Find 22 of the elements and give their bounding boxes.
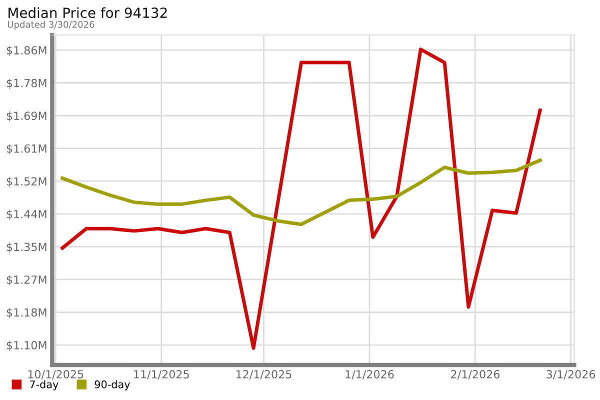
line-series: [60, 48, 542, 350]
y-tick-label: $1.18M: [6, 308, 46, 318]
chart-title: Median Price for 94132: [8, 7, 167, 18]
y-tick-label: $1.86M: [6, 46, 46, 56]
y-tick-label: $1.78M: [6, 78, 46, 89]
y-tick-label: $1.27M: [6, 275, 46, 286]
x-tick-label: 1/1/2026: [346, 370, 394, 380]
chart-subtitle: Updated 3/30/2026: [8, 20, 94, 30]
x-tick-label: 10/1/2025: [28, 370, 84, 380]
legend-label: 7-day: [30, 380, 58, 390]
y-tick-label: $1.52M: [6, 176, 46, 188]
legend-label: 90-day: [94, 380, 130, 390]
x-tick-label: 2/1/2026: [451, 370, 500, 380]
y-tick-label: $1.69M: [6, 111, 46, 122]
y-tick-label: $1.35M: [6, 242, 46, 253]
line-series: [60, 158, 542, 226]
x-tick-label: 12/1/2025: [236, 370, 292, 380]
y-tick-label: $1.61M: [6, 144, 46, 154]
y-tick-label: $1.10M: [6, 340, 46, 351]
y-tick-label: $1.44M: [6, 210, 46, 220]
x-tick-label: 11/1/2025: [134, 370, 189, 380]
x-tick-label: 3/1/2026: [546, 370, 596, 380]
